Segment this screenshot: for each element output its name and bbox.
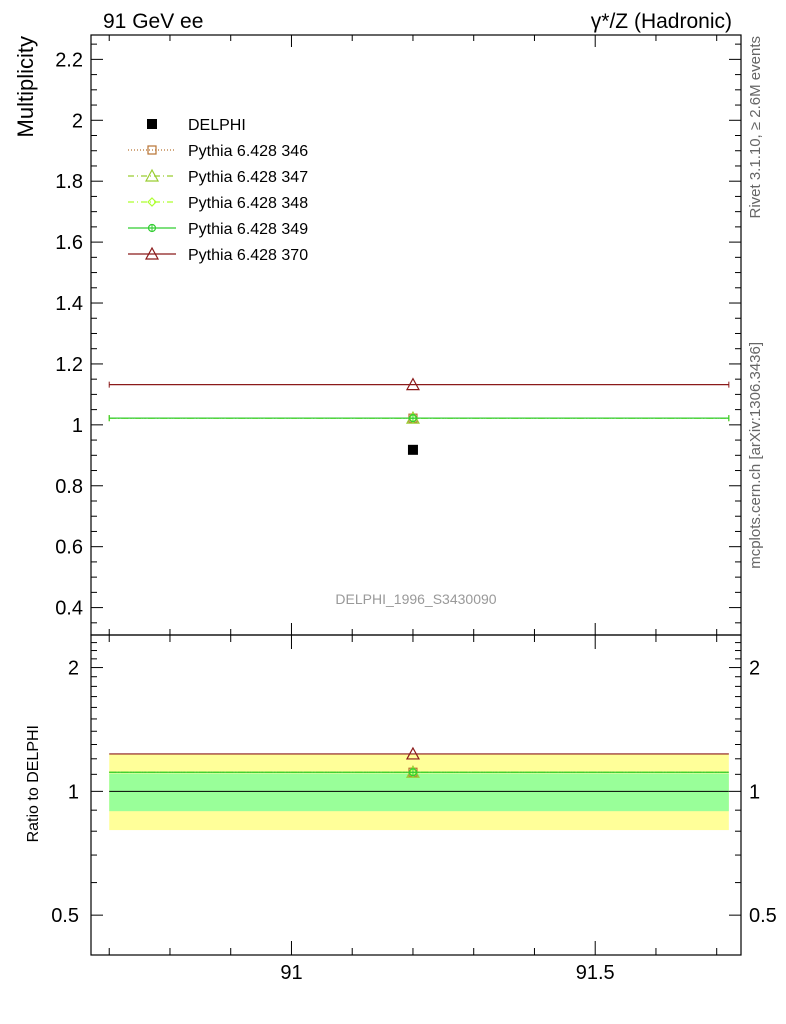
ratio-series-4 <box>109 768 729 777</box>
plot-title-right: γ*/Z (Hadronic) <box>591 10 732 33</box>
main-series-6 <box>108 377 730 391</box>
main-data-point <box>408 414 418 423</box>
main-data-point <box>407 444 418 455</box>
legend-label: Pythia 6.428 346 <box>188 143 308 160</box>
ratio-ytick-label-left: 1 <box>68 781 79 803</box>
legend-entry-6: Pythia 6.428 370 <box>128 246 308 264</box>
ratio-xtick-label: 91.5 <box>576 962 615 984</box>
main-ytick-label: 1.6 <box>55 232 83 254</box>
legend-label: Pythia 6.428 370 <box>188 247 308 264</box>
legend-entry-3: Pythia 6.428 347 <box>128 168 308 186</box>
main-panel: 0.4 0.6 0.8 1 1.2 1.4 1.6 1.8 2 2.2 <box>55 34 742 636</box>
main-ytick-label: 0.8 <box>55 476 83 498</box>
legend-label: DELPHI <box>188 117 246 134</box>
rivet-version-label: Rivet 3.1.10, ≥ 2.6M events <box>747 36 764 219</box>
ratio-xtick-label: 91 <box>280 962 302 984</box>
plot-title-left: 91 GeV ee <box>103 10 203 33</box>
ratio-data-point <box>408 768 418 777</box>
ratio-series-5 <box>109 746 729 760</box>
ratio-frame <box>90 634 742 956</box>
ratio-ytick-label-right: 1 <box>749 781 760 803</box>
main-ytick-label: 1.4 <box>55 293 83 315</box>
mcplots-label: mcplots.cern.ch [arXiv:1306.3436] <box>747 342 764 569</box>
ratio-ytick-label-right: 0.5 <box>749 905 777 927</box>
main-data-point <box>405 377 420 391</box>
ratio-uncertainty-band-2 <box>109 773 729 812</box>
main-ytick-label: 1.2 <box>55 354 83 376</box>
ratio-ytick-label-left: 0.5 <box>51 905 79 927</box>
legend-marker <box>147 197 157 207</box>
ratio-ytick-label-left: 2 <box>68 658 79 680</box>
legend-entry-5: Pythia 6.428 349 <box>128 221 308 238</box>
main-series-1 <box>407 444 418 455</box>
main-series-5 <box>108 414 730 423</box>
legend-entry-1: DELPHI <box>147 117 246 134</box>
legend-marker <box>147 145 157 155</box>
main-ytick-label: 2.2 <box>55 49 83 71</box>
legend-marker <box>144 246 160 260</box>
ratio-data-point <box>405 746 420 760</box>
legend: DELPHI Pythia 6.428 346 Pythia 6.428 347 Py… <box>128 117 308 264</box>
main-ytick-label: 2 <box>72 110 83 132</box>
ratio-ytick-label-right: 2 <box>749 658 760 680</box>
main-ytick-label: 0.6 <box>55 537 83 559</box>
main-ytick-label: 1 <box>72 415 83 437</box>
y-axis-label-main: Multiplicity <box>13 36 38 137</box>
legend-marker <box>147 119 157 129</box>
ratio-panel: 0.5 0.5 1 1 2 2 91 91.5 <box>51 634 777 984</box>
main-ytick-label: 1.8 <box>55 171 83 193</box>
analysis-tag: DELPHI_1996_S3430090 <box>335 591 496 607</box>
legend-label: Pythia 6.428 348 <box>188 195 308 212</box>
y-axis-label-ratio: Ratio to DELPHI <box>25 725 42 842</box>
legend-label: Pythia 6.428 347 <box>188 169 308 186</box>
legend-entry-4: Pythia 6.428 348 <box>128 195 308 212</box>
main-ytick-label: 0.4 <box>55 598 83 620</box>
legend-marker <box>144 168 160 182</box>
legend-entry-2: Pythia 6.428 346 <box>128 143 308 160</box>
legend-label: Pythia 6.428 349 <box>188 221 308 238</box>
legend-marker <box>147 223 157 233</box>
